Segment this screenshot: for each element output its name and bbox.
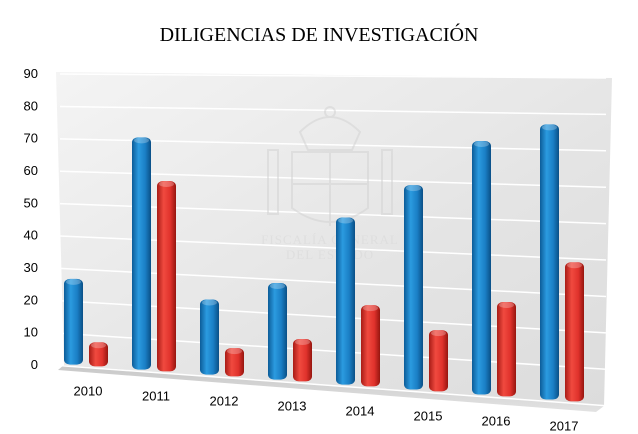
bar-top-highlight [202, 299, 217, 306]
bar-body [429, 330, 448, 392]
bar-top-highlight [159, 180, 174, 187]
bar-2015-series-2 [429, 330, 448, 392]
bar-top-highlight [134, 137, 149, 144]
watermark-line-2: DEL ESTADO [286, 247, 374, 262]
bar-2012-series-1 [200, 299, 219, 375]
bar-top-highlight [363, 305, 378, 312]
bar-top-highlight [91, 342, 106, 349]
pillar-shape [267, 149, 393, 215]
bar-body [404, 185, 423, 390]
bar-body [472, 140, 491, 395]
bar-body [336, 217, 355, 385]
bar-2015-series-1 [404, 185, 423, 390]
bar-top-highlight [227, 348, 242, 355]
y-tick-label: 30 [24, 260, 38, 275]
bar-2011-series-1 [132, 137, 151, 370]
x-tick-label: 2013 [278, 399, 307, 414]
bar-2011-series-2 [157, 180, 176, 372]
bar-body [89, 342, 108, 367]
bar-top-highlight [295, 338, 310, 345]
bar-top-highlight [499, 302, 514, 309]
bar-top-highlight [270, 282, 285, 289]
bar-body [268, 282, 287, 380]
bar-body [540, 124, 559, 400]
bar-2017-series-2 [565, 262, 584, 402]
bar-top-highlight [406, 185, 421, 192]
bar-2010-series-2 [89, 342, 108, 367]
shield-shape [291, 151, 369, 226]
chart-title: DILIGENCIAS DE INVESTIGACIÓN [159, 24, 479, 46]
gridline [59, 364, 607, 407]
x-tick-label: 2016 [482, 414, 511, 429]
x-tick-label: 2014 [346, 404, 375, 419]
x-tick-label: 2010 [74, 384, 103, 399]
chart-floor [58, 365, 604, 412]
y-tick-label: 10 [24, 325, 38, 340]
bar-body [64, 278, 83, 365]
bar-top-highlight [474, 140, 489, 147]
gridline [59, 73, 607, 79]
bar-top-highlight [338, 217, 353, 224]
y-tick-label: 20 [24, 292, 38, 307]
bar-body [200, 299, 219, 375]
bar-2014-series-2 [361, 305, 380, 387]
bar-2014-series-1 [336, 217, 355, 385]
bar-2013-series-1 [268, 282, 287, 380]
y-tick-label: 40 [24, 228, 38, 243]
bars [64, 124, 584, 402]
gridline [59, 105, 607, 116]
bar-body [157, 180, 176, 372]
bar-2010-series-1 [64, 278, 83, 365]
crown-shape [298, 106, 362, 151]
bar-top-highlight [567, 262, 582, 269]
x-axis: 2010 2011 2012 2013 2014 2015 2016 2017 [74, 384, 579, 434]
bar-body [565, 262, 584, 402]
y-tick-label: 90 [24, 66, 38, 81]
bar-top-highlight [431, 330, 446, 337]
x-tick-label: 2012 [210, 394, 239, 409]
bar-2017-series-1 [540, 124, 559, 400]
gridline [59, 138, 607, 152]
bar-body [293, 338, 312, 382]
bar-2012-series-2 [225, 348, 244, 377]
bar-top-highlight [66, 278, 81, 285]
x-tick-label: 2017 [550, 419, 579, 434]
y-tick-label: 0 [31, 357, 38, 372]
y-tick-label: 80 [24, 98, 38, 113]
bar-2016-series-1 [472, 140, 491, 395]
watermark-line-1: FISCALÍA GENERAL [261, 232, 399, 247]
y-axis: 0 10 20 30 40 50 60 70 80 90 [24, 66, 38, 372]
bar-2013-series-2 [293, 338, 312, 382]
bar-body [497, 302, 516, 397]
bar-2016-series-2 [497, 302, 516, 397]
bar-body [361, 305, 380, 387]
x-tick-label: 2015 [414, 409, 443, 424]
x-tick-label: 2011 [142, 389, 170, 404]
bar-top-highlight [542, 124, 557, 131]
y-tick-label: 60 [24, 163, 38, 178]
bar-body [225, 348, 244, 377]
bar-body [132, 137, 151, 370]
y-tick-label: 70 [24, 131, 38, 146]
y-tick-label: 50 [24, 195, 38, 210]
